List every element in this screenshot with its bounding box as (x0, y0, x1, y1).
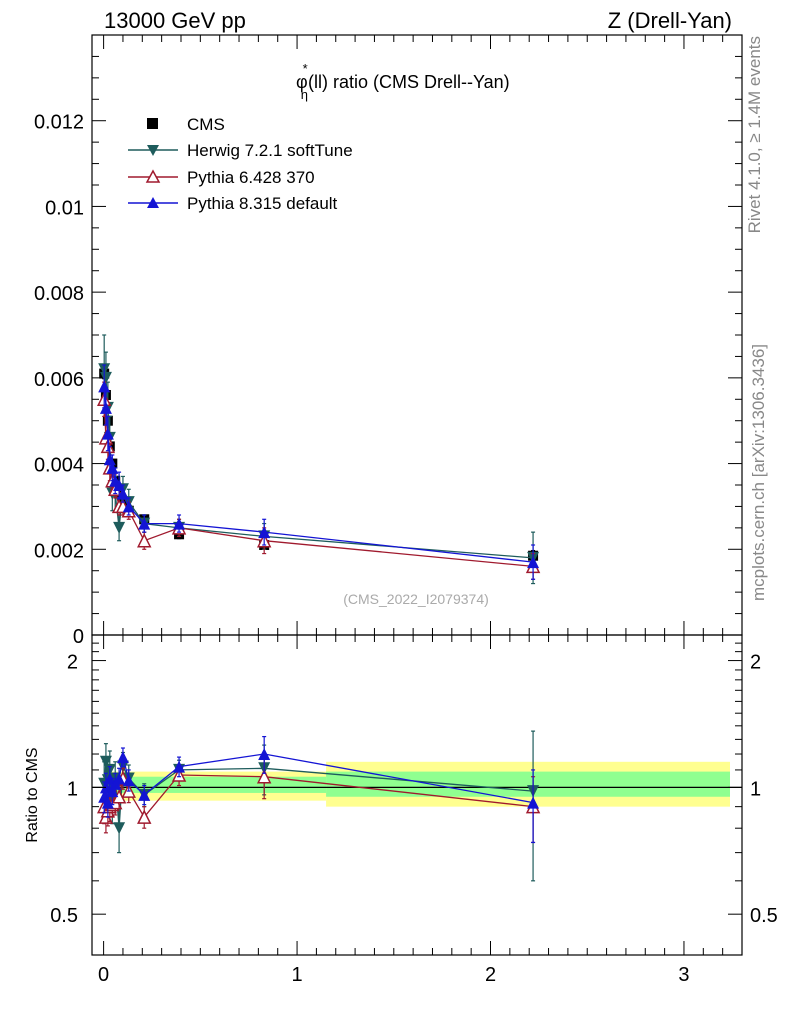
analysis-watermark: (CMS_2022_I2079374) (343, 591, 489, 607)
main-series-layer (96, 334, 541, 585)
main-point-pythia-8-315-default (138, 517, 151, 530)
ratio-point-pythia-8-315-default (122, 774, 135, 787)
legend-marker-pythia8 (147, 197, 159, 208)
ratio-ytick-label-left: 2 (67, 652, 78, 674)
ratio-point-pythia-8-315-default (101, 796, 114, 809)
main-ytick-label: 0.004 (34, 455, 84, 477)
main-ytick-label: 0.006 (34, 369, 84, 391)
ratio-xtick-label: 1 (291, 964, 302, 986)
ratio-point-pythia-8-315-default (258, 748, 271, 761)
ratio-plot: 0.5 0.5 1 1 2 2 0 1 2 3 Ratio to CMS (24, 634, 778, 986)
ratio-uncertainty-bands (103, 761, 730, 807)
legend-label-herwig: Herwig 7.2.1 softTune (187, 141, 353, 160)
main-ytick-label: 0 (73, 626, 84, 648)
main-point-pythia-8-315-default (122, 500, 135, 513)
main-point-pythia-6-428-370 (137, 533, 152, 548)
ratio-xtick-label: 0 (98, 964, 109, 986)
ratio-series-layer (96, 730, 541, 882)
ratio-ytick-label-right: 1 (750, 778, 761, 800)
main-point-pythia-8-315-default (98, 380, 111, 393)
legend-marker-pythia6 (145, 169, 161, 183)
main-point-pythia-8-315-default (258, 526, 271, 539)
legend-marker-herwig (147, 145, 159, 156)
main-point-pythia-8-315-default (99, 401, 112, 414)
ratio-point-pythia-8-315-default (116, 751, 129, 764)
ratio-band-stat (103, 776, 327, 793)
main-point-pythia-8-315-default (116, 487, 129, 500)
ratio-point-herwig-7-2-1-softtune (113, 822, 126, 835)
ratio-band-stat (326, 771, 730, 797)
title-rest: (ll) ratio (CMS Drell--Yan) (308, 72, 510, 92)
main-point-herwig-7-2-1-softtune (99, 371, 112, 384)
ratio-point-pythia-6-428-370 (137, 809, 152, 824)
title-phi: φ (296, 72, 308, 92)
main-point-pythia-8-315-default (101, 427, 114, 440)
title-eta: η (301, 87, 308, 102)
side-label-mcplots: mcplots.cern.ch [arXiv:1306.3436] (749, 344, 768, 601)
header-left: 13000 GeV pp (104, 8, 246, 33)
main-point-herwig-7-2-1-softtune (113, 521, 126, 534)
main-plot: 0 0.002 0.004 0.006 0.008 0.01 0.012 φ* η(ll) r… (34, 34, 743, 648)
ratio-point-pythia-8-315-default (527, 796, 540, 809)
legend-marker-cms (147, 118, 158, 129)
main-line-pythia-8-315-default (103, 386, 534, 563)
ratio-point-pythia-8-315-default (113, 772, 126, 785)
ratio-point-pythia-8-315-default (138, 788, 151, 801)
legend-label-cms: CMS (187, 115, 225, 134)
main-axis-ticks: 0 0.002 0.004 0.006 0.008 0.01 0.012 (34, 35, 742, 648)
legend-label-pythia6: Pythia 6.428 370 (187, 168, 315, 187)
legend-label-pythia8: Pythia 8.315 default (187, 194, 338, 213)
ratio-point-pythia-6-428-370 (256, 769, 272, 784)
ratio-axis-ticks: 0.5 0.5 1 1 2 2 0 1 2 3 (50, 635, 778, 986)
ratio-ytick-label-right: 2 (750, 652, 761, 674)
ratio-ytick-label-left: 0.5 (50, 905, 78, 927)
header-right: Z (Drell-Yan) (608, 8, 732, 33)
main-ytick-label: 0.002 (34, 540, 84, 562)
title-star: * (303, 61, 308, 76)
ratio-ytick-label-right: 0.5 (750, 905, 778, 927)
main-ytick-label: 0.01 (45, 197, 84, 219)
ratio-point-pythia-8-315-default (173, 760, 186, 773)
main-point-pythia-8-315-default (173, 517, 186, 530)
ratio-ylabel: Ratio to CMS (24, 747, 41, 842)
ratio-plot-frame (91, 634, 743, 956)
main-line-herwig-7-2-1-softtune (103, 369, 534, 559)
ratio-xtick-label: 2 (485, 964, 496, 986)
ratio-xtick-label: 3 (678, 964, 689, 986)
main-point-pythia-8-315-default (527, 556, 540, 569)
main-plot-title: φ* η(ll) ratio (CMS Drell--Yan) (296, 61, 510, 102)
main-ytick-label: 0.008 (34, 283, 84, 305)
main-ytick-label: 0.012 (34, 112, 84, 134)
legend: CMS Herwig 7.2.1 softTune Pythia 6.428 3… (128, 115, 353, 213)
side-label-rivet: Rivet 4.1.0, ≥ 1.4M events (745, 36, 764, 233)
ratio-ytick-label-left: 1 (67, 778, 78, 800)
main-point-pythia-8-315-default (113, 479, 126, 491)
